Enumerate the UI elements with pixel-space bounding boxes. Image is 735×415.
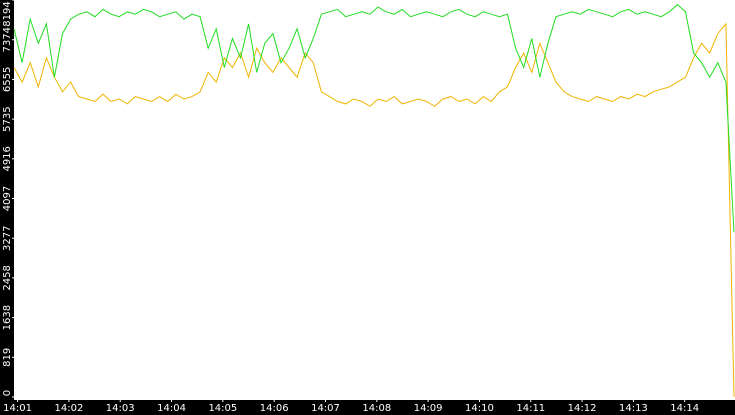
x-tick-label: 14:05 [208, 403, 237, 414]
x-tick-label: 14:12 [568, 403, 597, 414]
y-tick-label: 819 [2, 348, 13, 367]
x-tick-label: 14:09 [414, 403, 443, 414]
x-tick-label: 14:14 [670, 403, 699, 414]
x-tick-label: 14:06 [260, 403, 289, 414]
y-tick-label: 8194 [2, 1, 13, 26]
series-line [13, 3, 735, 233]
series-line [13, 22, 735, 398]
x-tick-label: 14:02 [54, 403, 83, 414]
y-tick-label: 7374 [2, 27, 13, 52]
x-tick-label: 14:08 [362, 403, 391, 414]
x-tick-label: 14:04 [157, 403, 186, 414]
y-tick-label: 2458 [2, 265, 13, 290]
y-tick-label: 3277 [2, 226, 13, 251]
y-tick-label: 1638 [2, 305, 13, 330]
x-tick-label: 14:13 [619, 403, 648, 414]
x-tick-label: 14:10 [465, 403, 494, 414]
x-tick-label: 14:01 [3, 403, 32, 414]
x-tick-label: 14:03 [106, 403, 135, 414]
y-tick-label: 4916 [2, 146, 13, 171]
x-tick-label: 14:11 [516, 403, 545, 414]
x-tick-label: 14:07 [311, 403, 340, 414]
y-tick-label: 0 [2, 390, 13, 396]
y-tick-label: 4097 [2, 186, 13, 211]
y-tick-label: 5735 [2, 106, 13, 131]
plot-area [14, 0, 735, 400]
y-tick-label: 6555 [2, 67, 13, 92]
